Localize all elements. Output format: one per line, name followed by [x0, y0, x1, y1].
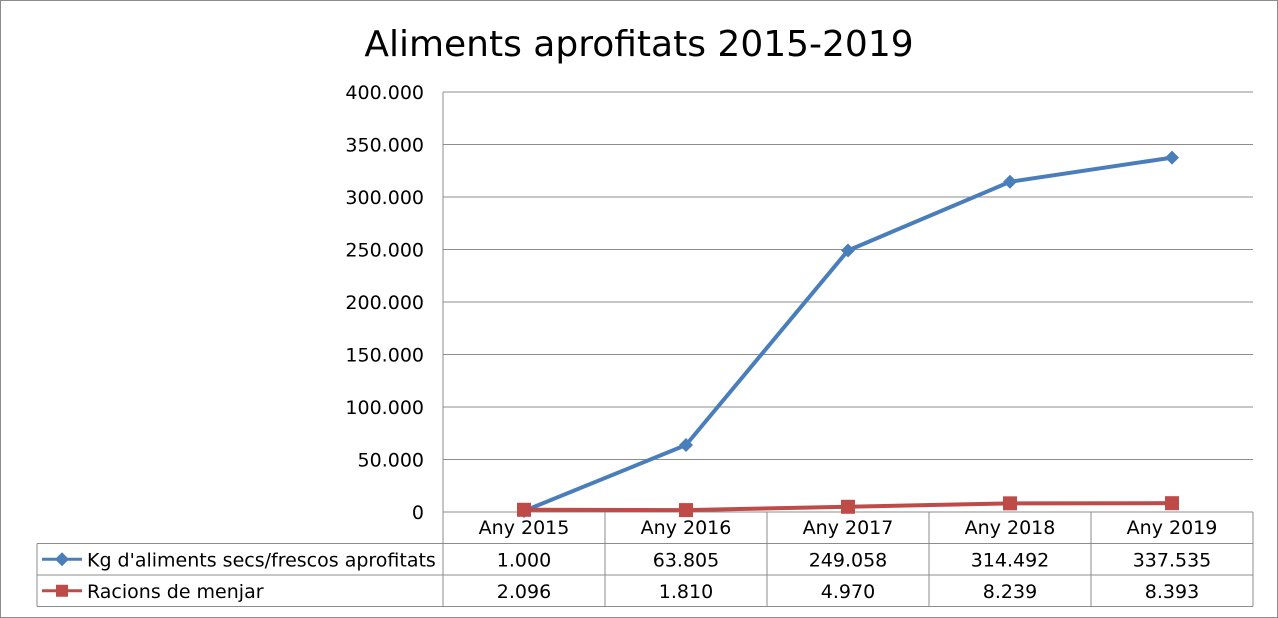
data-point-diamond	[1165, 150, 1179, 165]
y-tick-label: 400.000	[345, 82, 424, 104]
data-value-label: 2.096	[497, 581, 551, 603]
series-layer	[517, 150, 1179, 518]
data-point-square	[517, 502, 531, 517]
data-value-label: 249.058	[809, 549, 888, 571]
y-tick-label: 100.000	[345, 397, 424, 419]
data-point-diamond	[679, 438, 693, 453]
category-label: Any 2015	[479, 517, 570, 539]
y-tick-label: 0	[412, 502, 424, 524]
legend-marker-square	[56, 584, 68, 597]
legend-marker-diamond	[55, 552, 69, 567]
data-value-label: 314.492	[971, 549, 1050, 571]
data-value-label: 1.810	[659, 581, 713, 603]
category-label: Any 2018	[965, 517, 1056, 539]
series-name: Racions de menjar	[87, 581, 264, 603]
gridlines	[443, 91, 1253, 513]
data-point-diamond	[1003, 174, 1017, 189]
category-label: Any 2019	[1127, 517, 1218, 539]
data-point-square	[679, 503, 693, 518]
data-table: Any 2015 Any 2016 Any 2017 Any 2018 Any 2019…	[36, 511, 1254, 607]
data-value-label: 8.393	[1145, 581, 1199, 603]
data-value-label: 63.805	[653, 549, 719, 571]
series-name: Kg d'aliments secs/frescos aprofitats	[87, 549, 436, 571]
y-tick-label: 250.000	[345, 240, 424, 262]
data-point-square	[1165, 496, 1179, 511]
data-point-diamond	[841, 243, 855, 258]
chart-title: Aliments aprofitats 2015-2019	[364, 24, 913, 65]
category-label: Any 2016	[641, 517, 732, 539]
y-tick-label: 300.000	[345, 187, 424, 209]
y-tick-label: 200.000	[345, 292, 424, 314]
data-value-label: 8.239	[983, 581, 1037, 603]
data-point-square	[1003, 496, 1017, 511]
data-value-label: 337.535	[1133, 549, 1212, 571]
data-point-square	[841, 499, 855, 514]
y-tick-label: 50.000	[358, 450, 424, 472]
series-line	[523, 155, 1173, 513]
y-tick-label: 350.000	[345, 135, 424, 157]
y-tick-label: 150.000	[345, 345, 424, 367]
y-axis: 0 50.000 100.000 150.000 200.000 250.000 300.0…	[345, 82, 444, 524]
category-label: Any 2017	[803, 517, 894, 539]
data-value-label: 1.000	[497, 549, 551, 571]
data-value-label: 4.970	[821, 581, 875, 603]
